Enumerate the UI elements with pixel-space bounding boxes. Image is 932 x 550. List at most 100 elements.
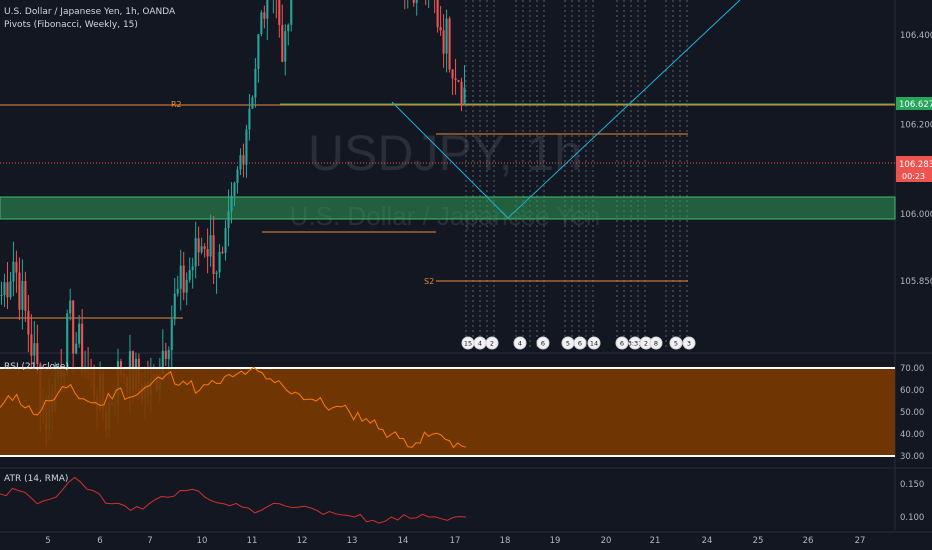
event-badge[interactable]: 6 [615, 336, 629, 350]
event-badge[interactable]: 15 [461, 336, 475, 350]
time-axis-label: 7 [147, 536, 152, 546]
event-badge[interactable]: 6 [573, 336, 587, 350]
event-badge-label: 6 [541, 340, 545, 348]
candle-body [75, 343, 78, 354]
rsi-band [0, 368, 895, 456]
pivot-r2-label: R2 [171, 100, 182, 109]
candle-body [188, 270, 191, 280]
last-price-tag [896, 156, 932, 182]
candle-body [284, 31, 287, 62]
event-badge-label: 4 [518, 340, 522, 348]
rsi-axis-label: 30.00 [900, 452, 924, 462]
axes: 106.400 106.200 106.000 105.850 106.627 106.2… [45, 31, 932, 546]
event-badge[interactable]: 4 [473, 336, 487, 350]
price-axis-label: 106.000 [900, 210, 932, 220]
candle-body [227, 211, 230, 228]
time-axis-label: 17 [450, 536, 461, 546]
candle-body [167, 350, 170, 359]
time-axis-label: 20 [601, 536, 612, 546]
candle-body [263, 12, 266, 19]
event-badge-circle [669, 336, 683, 350]
event-badge[interactable]: 3 [682, 336, 696, 350]
candle-body [164, 350, 167, 359]
candle-body [257, 34, 260, 69]
event-badge[interactable]: 5 [669, 336, 683, 350]
watermark-symbol: USDJPY, 1h [308, 125, 582, 181]
event-badge-circle [536, 336, 550, 350]
candle-body [415, 0, 418, 3]
candle-body [203, 246, 206, 250]
candle-body [278, 0, 281, 25]
time-axis-label: 13 [347, 536, 358, 546]
event-badge-label: 5 [566, 340, 570, 348]
candle-body [212, 235, 215, 274]
candle-body [173, 293, 176, 320]
candle-body [230, 195, 233, 212]
atr-title: ATR (14, RMA) [4, 474, 68, 484]
candle-body [290, 0, 293, 25]
rsi-axis-label: 60.00 [900, 386, 924, 396]
candle-body [81, 323, 84, 373]
atr-line [0, 476, 467, 524]
event-badge[interactable]: 3:31 [628, 336, 643, 350]
event-badge[interactable]: 14 [587, 336, 601, 350]
candle-body [281, 24, 284, 62]
candle-body [236, 169, 239, 183]
rsi-pane: 70.00 60.00 50.00 40.00 30.00 [0, 364, 924, 462]
event-badge-circle [649, 336, 663, 350]
time-axis-label: 6 [97, 536, 102, 546]
event-badge-circle [573, 336, 587, 350]
time-axis-label: 25 [753, 536, 764, 546]
event-badge-circle [615, 336, 629, 350]
time-axis-label: 14 [398, 536, 409, 546]
candle-body [36, 343, 39, 365]
time-axis-label: 27 [855, 536, 866, 546]
time-axis-label: 12 [297, 536, 308, 546]
chart-title: U.S. Dollar / Japanese Yen, 1h, OANDA [4, 7, 176, 17]
event-badge[interactable]: 4 [513, 336, 527, 350]
candle-body [451, 69, 454, 79]
event-badge[interactable]: 5 [561, 336, 575, 350]
time-axis-label: 18 [500, 536, 511, 546]
rsi-axis-label: 70.00 [900, 364, 924, 374]
candle-body [224, 227, 227, 253]
candle-body [33, 343, 36, 356]
candle-body [245, 129, 248, 165]
event-badge-circle [513, 336, 527, 350]
candle-body [454, 78, 457, 81]
event-badge-circle [587, 336, 601, 350]
candle-body [0, 294, 3, 296]
time-axis-label: 11 [247, 536, 258, 546]
event-badge-label: 14 [590, 340, 598, 348]
candle-body [239, 155, 242, 170]
event-badge-label: 15 [464, 340, 472, 348]
candle-body [206, 249, 209, 257]
candle-body [209, 235, 212, 257]
time-axis-label: 21 [650, 536, 661, 546]
candle-body [463, 87, 466, 105]
event-badge-label: 8 [654, 340, 658, 348]
candle-body [21, 281, 24, 310]
candle-body [442, 30, 445, 54]
candle-body [233, 182, 236, 196]
rsi-title: RSI (21, close) [4, 362, 69, 372]
candle-body [72, 300, 75, 354]
candle-body [215, 272, 218, 274]
candle-body [242, 155, 245, 165]
support-zone-rect [0, 196, 896, 220]
event-badge[interactable]: 2 [485, 336, 499, 350]
event-badges[interactable]: 15 4 2 4 6 5 6 14 6 3:31 2 8 5 3 [461, 336, 696, 350]
support-zone [0, 196, 896, 220]
event-badge-label: 4 [478, 340, 482, 348]
price-axis-label: 105.850 [900, 277, 932, 287]
event-badge-label: 3:31 [628, 340, 643, 348]
resistance-price-label: 106.627 [899, 100, 932, 110]
event-badge[interactable]: 8 [649, 336, 663, 350]
candle-body [200, 246, 203, 253]
candle-body [66, 313, 69, 373]
price-axis-label: 106.200 [900, 121, 932, 131]
event-badge[interactable]: 6 [536, 336, 550, 350]
rsi-axis-label: 40.00 [900, 430, 924, 440]
candle-body [266, 0, 269, 19]
